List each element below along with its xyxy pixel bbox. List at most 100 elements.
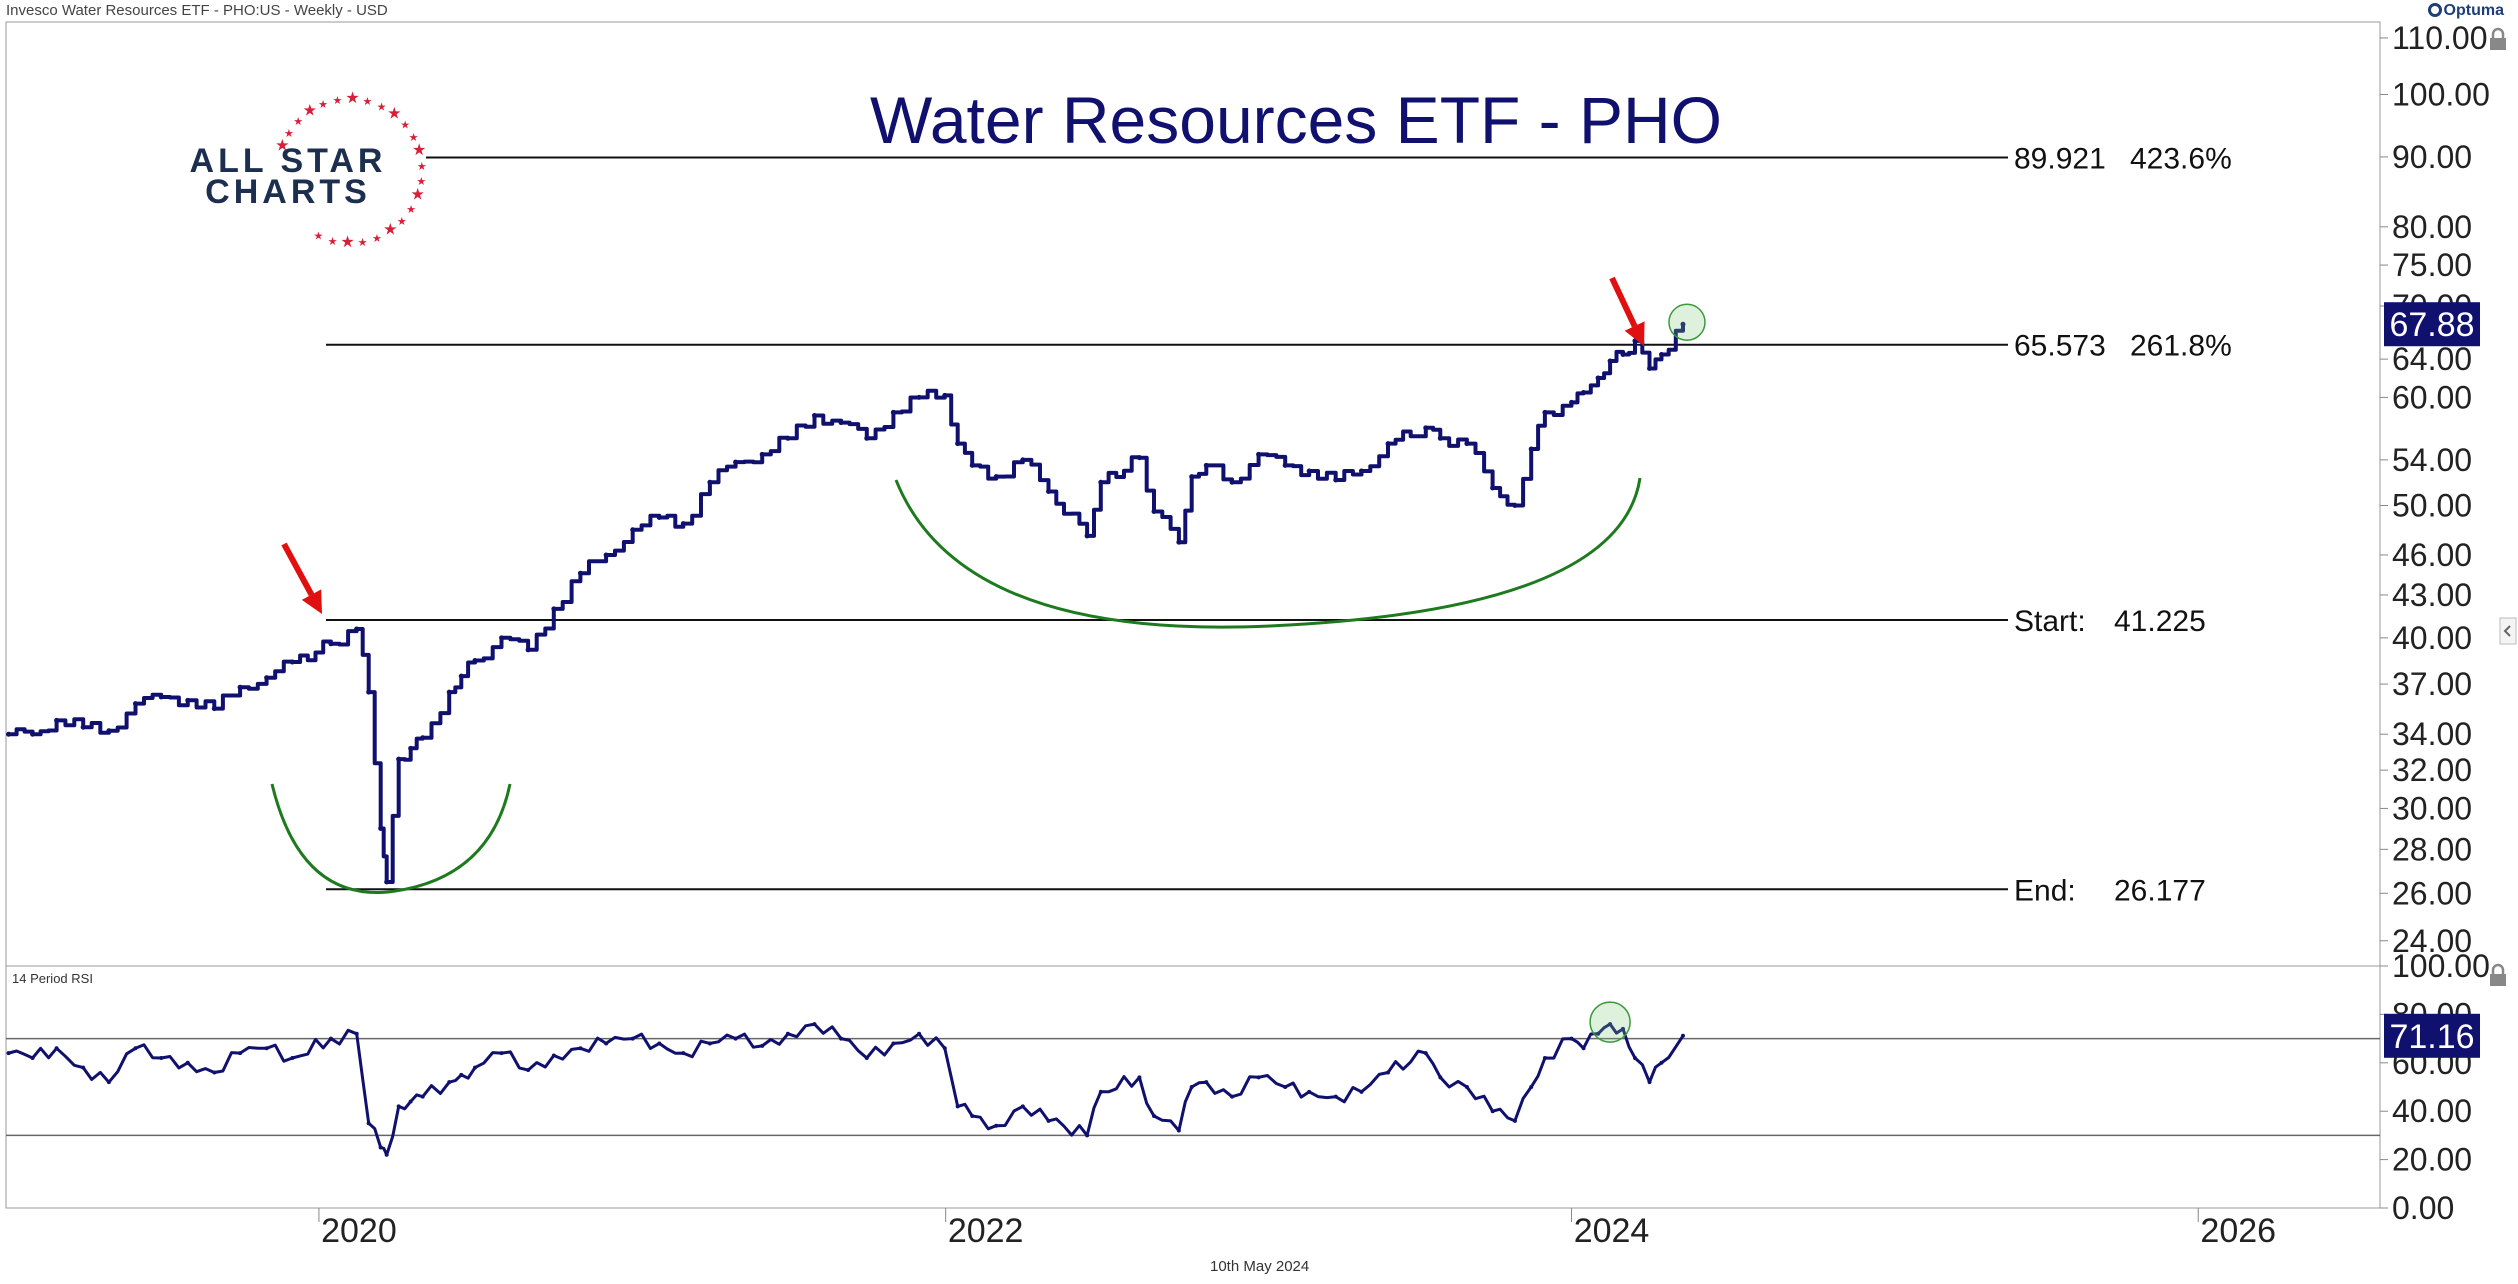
rsi-point	[864, 1055, 869, 1060]
rsi-point	[1529, 1085, 1534, 1089]
price-point	[54, 717, 60, 723]
chart-frame	[5, 21, 2381, 1209]
rsi-point	[378, 1145, 383, 1150]
rsi-point	[6, 1051, 11, 1056]
rsi-point	[1596, 1031, 1601, 1036]
rsi-point	[760, 1043, 765, 1048]
price-point	[158, 694, 164, 700]
price-point	[446, 689, 452, 695]
price-tick-label: 60.00	[2392, 379, 2472, 415]
lock-icon[interactable]	[2490, 27, 2506, 50]
red-arrows	[281, 276, 1645, 614]
rsi-point	[1189, 1085, 1194, 1089]
optuma-brand: Optuma	[2427, 2, 2504, 20]
logo-star: ★	[397, 216, 407, 228]
rsi-point	[1632, 1055, 1637, 1060]
price-point	[1203, 462, 1209, 468]
price-point	[366, 689, 372, 695]
rsi-point	[785, 1031, 790, 1036]
rsi-point	[1647, 1080, 1652, 1085]
rsi-point	[604, 1041, 609, 1046]
price-point	[1136, 455, 1142, 461]
price-point	[1151, 508, 1157, 514]
svg-text:71.16: 71.16	[2389, 1018, 2474, 1056]
rsi-point	[447, 1080, 452, 1085]
rsi-tick-label: 40.00	[2392, 1093, 2472, 1129]
rsi-point	[1464, 1085, 1469, 1089]
logo-star-ring: ★★★★ ★ ★ ★ ★ ★ ★★★★★★★★★★★★★★★	[275, 90, 427, 251]
highlight-circles	[1589, 303, 1706, 1043]
rsi-point	[955, 1104, 960, 1109]
rsi-point	[384, 1152, 389, 1157]
rsi-point	[1608, 1022, 1613, 1027]
price-point	[384, 879, 390, 885]
logo-star: ★	[412, 142, 426, 159]
rsi-point	[1020, 1104, 1025, 1109]
price-point	[1620, 352, 1626, 358]
price-tick-label: 28.00	[2392, 831, 2472, 867]
x-tick-label: 2026	[2200, 1212, 2276, 1250]
logo-star: ★	[416, 176, 426, 188]
rounding-arcs	[270, 477, 1642, 895]
logo-star: ★	[362, 96, 372, 108]
price-tick-label: 100.00	[2392, 76, 2490, 112]
price-tick-label: 80.00	[2392, 209, 2472, 245]
price-point	[1229, 479, 1235, 485]
optuma-brand-text: Optuma	[2443, 2, 2504, 19]
rsi-point	[185, 1060, 190, 1065]
price-tick-label: 54.00	[2392, 442, 2472, 478]
rsi-point	[159, 1055, 164, 1060]
price-point	[1189, 474, 1195, 480]
rsi-point	[408, 1099, 413, 1104]
price-point	[656, 514, 662, 520]
rsi-point	[366, 1121, 371, 1126]
x-tick-label: 2020	[321, 1212, 397, 1250]
rsi-point	[212, 1070, 217, 1075]
price-point	[1607, 358, 1613, 364]
rsi-point	[328, 1036, 333, 1041]
price-point	[1490, 485, 1496, 491]
price-point	[1306, 468, 1312, 474]
price-points	[6, 321, 1686, 885]
optuma-logo-icon	[2427, 3, 2442, 17]
fib-level-label: 65.573	[2014, 330, 2106, 363]
fib-level-label: Start:	[2014, 605, 2086, 638]
logo-star: ★	[340, 234, 354, 251]
all-star-charts-logo: ★★★★ ★ ★ ★ ★ ★ ★★★★★★★★★★★★★★★ ALL STAR CHARTS	[190, 90, 427, 251]
rsi-point	[839, 1036, 844, 1041]
rsi-point	[499, 1051, 504, 1056]
rsi-tick-label: 20.00	[2392, 1142, 2472, 1178]
rsi-point	[994, 1123, 999, 1128]
price-point	[577, 570, 583, 576]
logo-star: ★	[275, 137, 289, 154]
price-point	[1464, 441, 1470, 447]
price-point	[525, 647, 531, 653]
price-point	[955, 441, 961, 447]
rsi-point	[1085, 1133, 1090, 1138]
price-point	[785, 435, 791, 441]
price-point	[328, 641, 334, 647]
price-tick-label: 90.00	[2392, 139, 2472, 175]
price-point	[1581, 389, 1587, 395]
price-point	[1098, 479, 1104, 485]
price-point	[1046, 488, 1052, 494]
price-point	[916, 394, 922, 400]
logo-line1: ALL STAR	[190, 142, 387, 180]
price-point	[890, 409, 896, 415]
price-point	[458, 673, 464, 679]
collapse-panel-icon[interactable]	[2499, 617, 2517, 645]
price-tick-label: 34.00	[2392, 716, 2472, 752]
logo-star: ★	[293, 116, 303, 128]
rsi-point	[578, 1046, 583, 1051]
price-point	[707, 479, 713, 485]
rsi-point	[106, 1080, 111, 1085]
logo-star: ★	[303, 102, 317, 119]
price-point	[264, 675, 270, 681]
lock-icon[interactable]	[2490, 963, 2506, 986]
rsi-point	[917, 1031, 922, 1036]
logo-star: ★	[410, 187, 424, 204]
price-point	[1595, 375, 1601, 381]
rsi-point	[970, 1114, 975, 1119]
price-point	[1528, 446, 1534, 452]
